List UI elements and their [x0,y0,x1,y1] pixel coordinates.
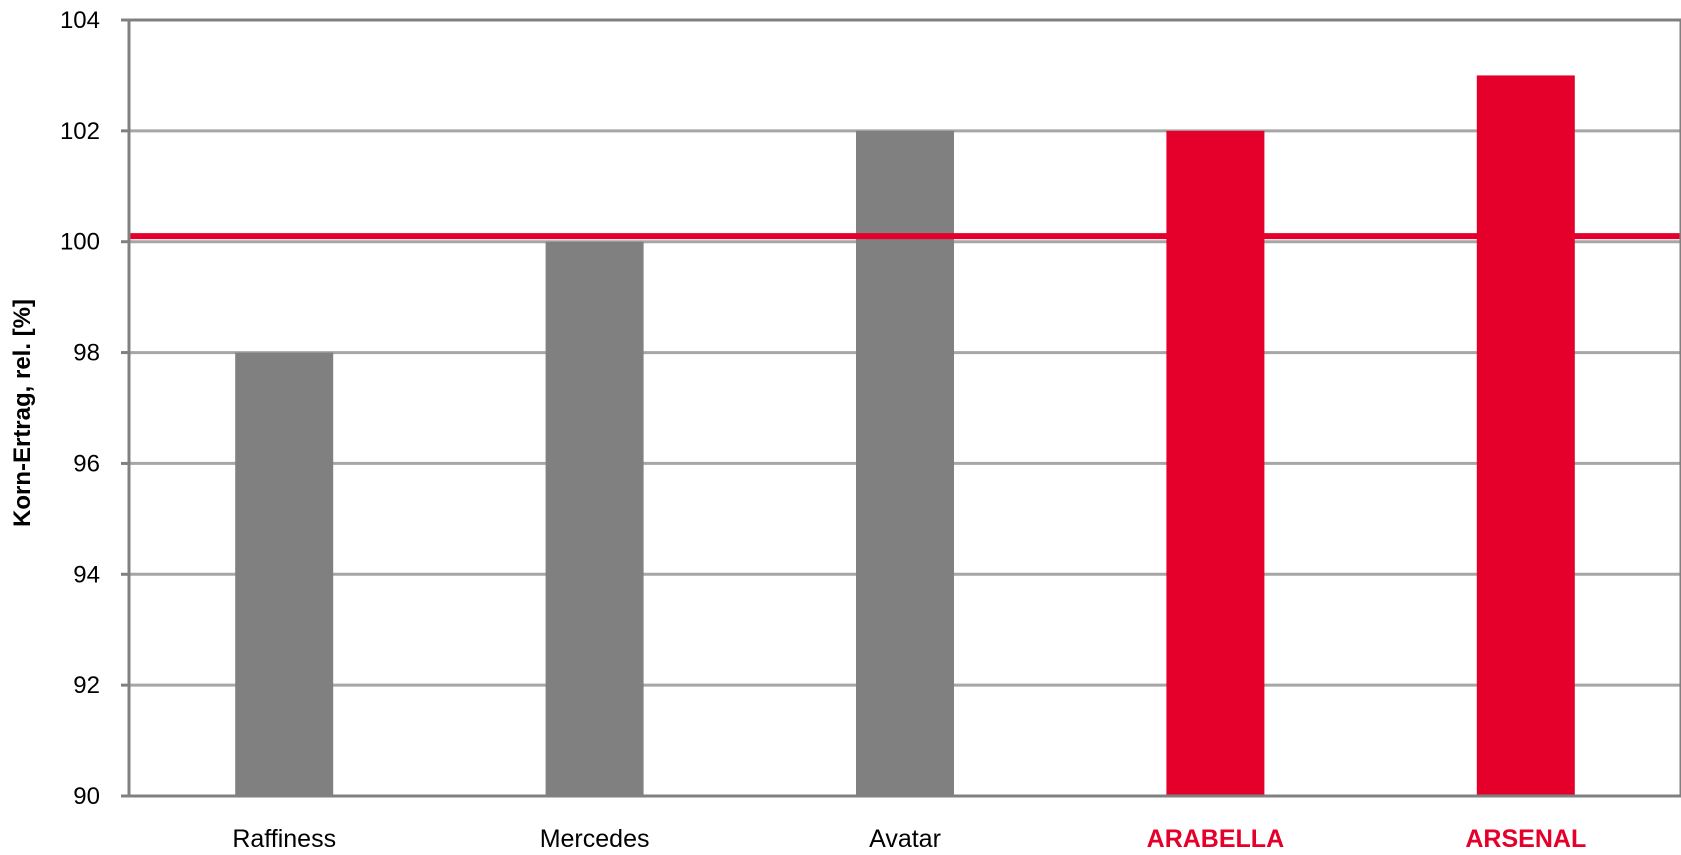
y-tick-label: 100 [60,229,100,256]
bar-arsenal [1476,75,1575,796]
x-tick-label: ARABELLA [1147,825,1285,853]
y-tick-label: 96 [73,450,100,477]
y-tick-label: 98 [73,340,100,367]
y-axis-label: Korn-Ertrag, rel. [%] [9,299,36,527]
x-tick-label: Raffiness [232,825,336,853]
plot-area-frame [127,18,1681,798]
x-tick-label: Avatar [869,825,941,853]
y-tick-label: 90 [73,783,100,810]
y-tick-label: 102 [60,118,100,145]
y-tick-label: 92 [73,672,100,699]
x-axis-labels: Raffiness Mercedes Avatar ARABELLA ARSENAL [232,825,1586,853]
y-tick-label: 104 [60,7,100,34]
bar-mercedes [545,241,644,796]
y-tick-label: 94 [73,561,100,588]
x-tick-label: ARSENAL [1465,825,1586,853]
x-tick-label: Mercedes [540,825,650,853]
y-axis-ticks: 90 92 94 96 98 100 102 104 [60,7,129,810]
bar-raffiness [235,352,334,796]
bar-arabella [1166,130,1265,796]
bar-avatar [856,130,954,796]
bars [235,75,1575,796]
